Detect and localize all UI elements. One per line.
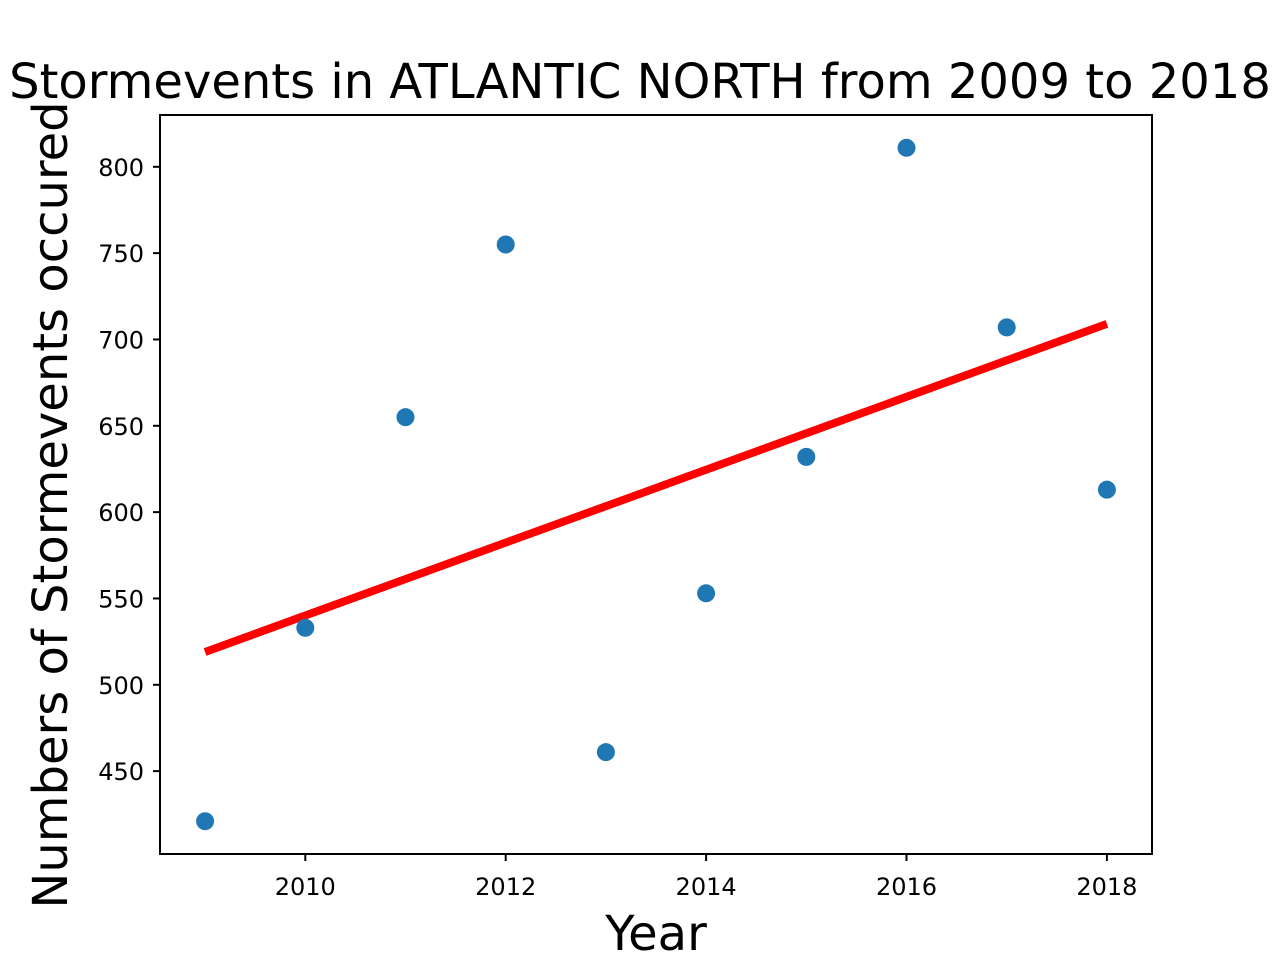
y-tick-label-550: 550 <box>98 585 144 613</box>
trend-line <box>203 320 1109 656</box>
data-point-2010 <box>296 618 315 637</box>
x-tick-label-2012: 2012 <box>475 873 536 901</box>
y-axis-ticks: 450 500 550 600 650 700 750 800 <box>98 154 160 786</box>
data-points-layer <box>196 138 1116 831</box>
y-tick-label-650: 650 <box>98 413 144 441</box>
axes-frame <box>159 114 1153 855</box>
data-point-2018 <box>1097 480 1116 499</box>
x-tick-label-2014: 2014 <box>676 873 737 901</box>
data-point-2015 <box>797 447 816 466</box>
y-tick-label-600: 600 <box>98 499 144 527</box>
chart-title: Stormevents in ATLANTIC NORTH from 2009 … <box>9 54 1271 110</box>
y-tick-label-500: 500 <box>98 672 144 700</box>
data-point-2017 <box>997 318 1016 337</box>
y-axis-label: Numbers of Stormevents occured <box>23 101 79 908</box>
data-point-2013 <box>596 743 615 762</box>
x-tick-label-2010: 2010 <box>275 873 336 901</box>
trend-line-layer <box>203 320 1109 656</box>
data-point-2009 <box>196 812 215 831</box>
plot-area <box>159 114 1153 855</box>
x-axis-ticks: 2010 2012 2014 2016 2018 <box>275 854 1137 901</box>
x-axis-label: Year <box>604 906 707 960</box>
x-tick-label-2018: 2018 <box>1076 873 1137 901</box>
y-tick-label-450: 450 <box>98 758 144 786</box>
data-point-2011 <box>396 408 415 427</box>
data-point-2014 <box>697 584 716 603</box>
y-tick-label-700: 700 <box>98 326 144 354</box>
y-tick-label-750: 750 <box>98 240 144 268</box>
y-tick-label-800: 800 <box>98 154 144 182</box>
data-point-2012 <box>496 235 515 254</box>
x-tick-label-2016: 2016 <box>876 873 937 901</box>
data-point-2016 <box>897 138 916 157</box>
